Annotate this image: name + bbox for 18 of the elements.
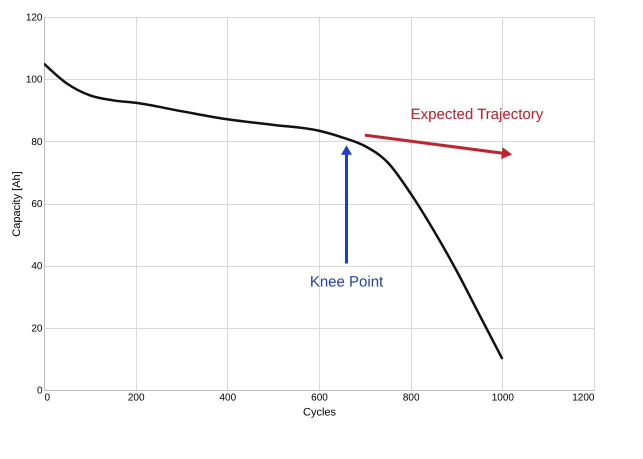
y-tick-label: 60 xyxy=(31,199,43,210)
annotation: Expected Trajectory xyxy=(410,106,544,123)
x-axis-title: Cycles xyxy=(302,406,336,418)
y-tick-label: 120 xyxy=(26,12,43,24)
x-tick-label: 200 xyxy=(128,392,145,404)
x-tick-label: 0 xyxy=(44,392,50,404)
x-tick-label: 1200 xyxy=(572,392,595,404)
y-tick-label: 80 xyxy=(31,136,43,148)
x-tick-label: 1000 xyxy=(492,392,514,404)
y-axis-title: Capacity [Ah] xyxy=(10,171,23,237)
x-tick-label: 400 xyxy=(219,392,237,404)
x-tick-label: 800 xyxy=(402,392,420,404)
y-tick-label: 0 xyxy=(36,386,43,396)
y-tick-label: 40 xyxy=(31,261,43,272)
y-tick-label: 100 xyxy=(26,74,43,86)
x-tick-label: 600 xyxy=(311,392,328,404)
y-tick-label: 20 xyxy=(31,323,43,334)
annotation: Knee Point xyxy=(310,273,384,290)
